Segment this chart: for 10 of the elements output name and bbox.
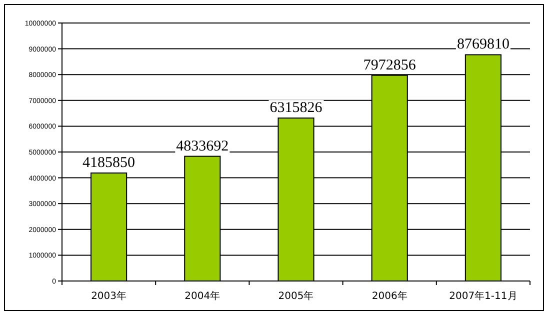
- x-tick-label: 2006年: [372, 290, 408, 302]
- x-tick-label: 2004年: [184, 290, 220, 302]
- data-label: 6315826: [270, 100, 323, 116]
- x-tick-label: 2007年1-11月: [449, 290, 518, 302]
- data-label: 4185850: [82, 155, 136, 172]
- x-tick-label: 2003年: [91, 290, 127, 302]
- data-label: 7972856: [363, 57, 416, 74]
- data-label: 8769810: [456, 36, 510, 53]
- data-label: 4833692: [176, 138, 229, 154]
- x-tick-label: 2005年: [278, 290, 314, 302]
